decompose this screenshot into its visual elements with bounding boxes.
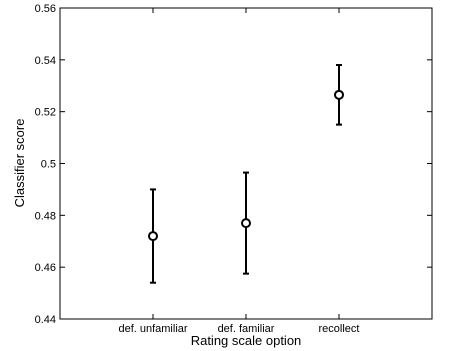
data-point <box>241 218 251 229</box>
y-tick-label: 0.5 <box>41 159 56 171</box>
x-axis-label: Rating scale option <box>191 333 302 348</box>
x-tick-label: recollect <box>319 323 360 335</box>
x-axis: def. unfamiliar def. familiar recollect <box>118 8 359 335</box>
data-point <box>148 231 158 242</box>
y-tick-label: 0.56 <box>35 3 56 15</box>
y-tick-label: 0.48 <box>35 210 56 222</box>
y-tick-label: 0.52 <box>35 107 56 119</box>
y-tick-label: 0.46 <box>35 262 56 274</box>
x-tick-label: def. unfamiliar <box>118 323 187 335</box>
x-tick-label: def. familiar <box>218 323 275 335</box>
y-tick-label: 0.54 <box>35 55 56 67</box>
y-tick-label: 0.44 <box>35 314 56 326</box>
data-point <box>334 89 344 100</box>
y-axis: 0.44 0.46 0.48 0.5 0.52 0.54 0.56 <box>35 3 432 326</box>
data-marks <box>148 64 344 284</box>
y-axis-label: Classifier score <box>12 119 27 208</box>
